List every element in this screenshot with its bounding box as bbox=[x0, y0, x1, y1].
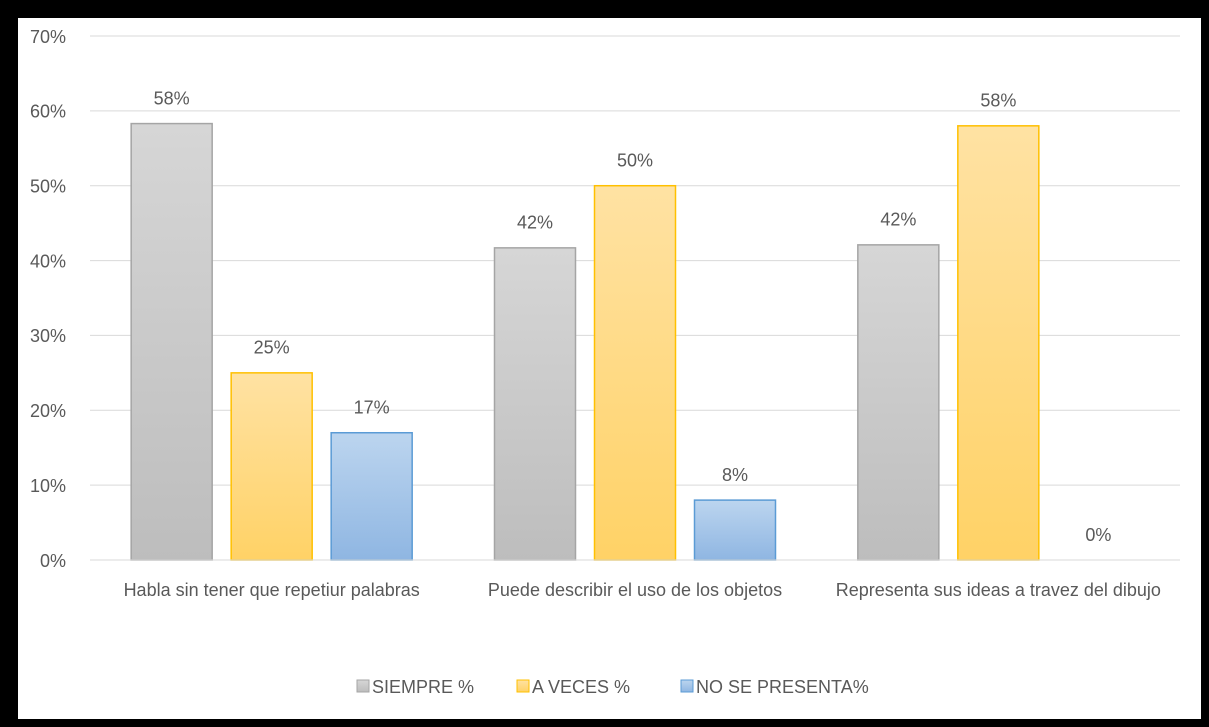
y-tick-label: 10% bbox=[30, 476, 66, 496]
y-tick-label: 0% bbox=[40, 551, 66, 571]
y-tick-label: 50% bbox=[30, 176, 66, 196]
legend-label: NO SE PRESENTA% bbox=[696, 677, 869, 697]
data-label: 58% bbox=[154, 88, 190, 108]
legend-label: A VECES % bbox=[532, 677, 630, 697]
bar bbox=[957, 125, 1040, 561]
data-label: 50% bbox=[617, 150, 653, 170]
data-label: 8% bbox=[722, 465, 748, 485]
data-label: 42% bbox=[880, 210, 916, 230]
y-tick-label: 30% bbox=[30, 326, 66, 346]
y-tick-label: 20% bbox=[30, 401, 66, 421]
bar bbox=[230, 372, 313, 561]
y-tick-label: 60% bbox=[30, 102, 66, 122]
y-tick-label: 70% bbox=[30, 27, 66, 47]
legend-swatch bbox=[516, 679, 530, 693]
bar bbox=[130, 122, 213, 561]
data-label: 17% bbox=[354, 397, 390, 417]
data-label: 58% bbox=[980, 91, 1016, 111]
legend-label: SIEMPRE % bbox=[372, 677, 474, 697]
bar bbox=[493, 247, 577, 561]
x-tick-label: Puede describir el uso de los objetos bbox=[487, 580, 783, 600]
x-tick-label: Habla sin tener que repetiur palabras bbox=[123, 580, 420, 600]
bar bbox=[857, 244, 940, 561]
data-label: 0% bbox=[1085, 525, 1111, 545]
data-label: 25% bbox=[254, 338, 290, 358]
legend-swatch bbox=[680, 679, 694, 693]
bar bbox=[693, 499, 777, 561]
x-tick-label: Representa sus ideas a travez del dibujo bbox=[835, 580, 1161, 600]
legend-swatch bbox=[356, 679, 370, 693]
y-tick-label: 40% bbox=[30, 251, 66, 271]
bar bbox=[330, 431, 413, 561]
bar bbox=[593, 184, 677, 561]
data-label: 42% bbox=[517, 213, 553, 233]
